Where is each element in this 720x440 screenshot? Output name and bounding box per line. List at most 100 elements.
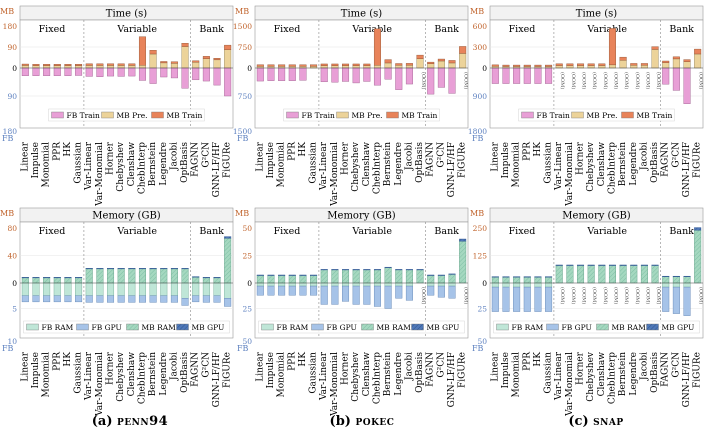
oom-label: (OOM) (698, 72, 705, 89)
bar-mb-pre (43, 65, 51, 69)
bar-mb-train (459, 46, 467, 54)
plot-frame (19, 221, 234, 339)
bar-fb-gpu (384, 285, 392, 309)
bar-mb-gpu (502, 276, 510, 278)
bar-fb-gpu (202, 295, 210, 303)
bar-mb-pre (640, 64, 648, 69)
x-tick-label: FAGNN (426, 352, 436, 387)
x-tick-label: Legendre (629, 142, 639, 186)
y-tick-label-mb-max: 250 (473, 224, 488, 233)
x-tick-label: Clenshaw (362, 142, 372, 187)
bar-mb-ram (555, 265, 563, 284)
bar-fb-gpu (192, 295, 200, 303)
bar-fb-train (363, 67, 371, 82)
bar-mb-ram (352, 269, 360, 284)
bar-mb-pre (427, 63, 435, 69)
bar-mb-gpu (32, 277, 40, 279)
panel-title: Memory (GB) (327, 211, 396, 222)
oom-label: (OOM) (420, 287, 427, 304)
bar-mb-gpu (405, 269, 413, 271)
bar-mb-gpu (128, 268, 136, 270)
legend: FB Train MB Pre. MB Train (283, 108, 440, 122)
bar-mb-gpu (53, 277, 61, 279)
bar-fb-gpu (181, 298, 189, 306)
bar-mb-ram (459, 240, 467, 284)
bar-mb-ram (202, 277, 210, 284)
bar-mb-train (640, 63, 648, 66)
bar-fb-train (342, 67, 350, 82)
bar-mb-gpu (363, 269, 371, 271)
bar-mb-gpu (21, 277, 29, 279)
bar-mb-train (427, 61, 435, 64)
legend-swatch (311, 323, 324, 331)
x-tick-label: PPR (287, 352, 297, 371)
legend-label: MB Train (402, 111, 438, 120)
bar-fb-ram (149, 282, 157, 296)
bar-mb-ram (672, 276, 680, 284)
bar-mb-ram (138, 268, 146, 284)
axis-side-label-fb: FB (237, 134, 249, 143)
legend-label: MB Pre. (352, 111, 383, 120)
x-tick-label: Impulse (31, 352, 41, 388)
bar-fb-ram (352, 282, 360, 287)
x-tick-label: Monomial (512, 142, 522, 188)
bar-fb-train (502, 67, 510, 84)
legend-label: FB Train (537, 111, 571, 120)
x-tick-label: Linear (20, 141, 30, 171)
bar-fb-ram (427, 282, 435, 287)
x-tick-label: Legendre (394, 352, 404, 396)
oom-label: (OOM) (612, 72, 619, 89)
bar-mb-ram (384, 267, 392, 284)
bar-mb-train (630, 63, 638, 66)
bar-fb-train (138, 67, 146, 81)
legend-label: MB RAM (377, 323, 412, 332)
legend-swatch (261, 323, 274, 331)
bar-mb-gpu (630, 264, 638, 266)
x-tick-label: Var-Linear (84, 351, 94, 401)
bar-fb-gpu (437, 285, 445, 298)
x-tick-label: FiGURe (223, 142, 233, 178)
y-tick-label-zero: 0 (12, 64, 17, 73)
bar-fb-ram (299, 282, 307, 287)
group-label-variable: Variable (586, 24, 627, 35)
oom-label: (OOM) (623, 287, 630, 304)
bar-fb-train (491, 67, 499, 84)
legend-label: MB GPU (192, 323, 225, 332)
bar-fb-train (427, 67, 435, 95)
x-tick-label: GNN-LF/HF (212, 352, 222, 407)
bar-mb-pre (75, 65, 83, 69)
x-tick-label: Bernstein (148, 352, 158, 396)
group-label-variable: Variable (351, 24, 392, 35)
bar-fb-ram (53, 282, 61, 296)
x-tick-label: Impulse (501, 352, 511, 388)
bar-mb-gpu (278, 274, 286, 276)
bar-mb-pre (437, 60, 445, 69)
bar-mb-gpu (224, 236, 232, 239)
legend: FB Train MB Pre. MB Train (48, 108, 205, 122)
x-tick-label: GNN-LF/HF (682, 352, 692, 407)
x-tick-label: G²CN (201, 142, 211, 168)
bar-mb-ram (491, 276, 499, 284)
bar-mb-ram (373, 269, 381, 284)
bar-mb-train (416, 54, 424, 59)
legend-label: FB GPU (327, 323, 357, 332)
bar-fb-train (75, 67, 83, 76)
bar-fb-gpu (331, 285, 339, 305)
x-tick-label: PPR (52, 352, 62, 371)
bar-mb-train (278, 64, 286, 67)
chart-panel-memory-snap: Memory (GB) Fixed Variable Bank MB FB 250 125 0 2… (470, 207, 705, 417)
axis-side-label-mb: MB (0, 7, 14, 16)
panel-title: Time (s) (106, 9, 147, 20)
bar-mb-train (608, 28, 616, 66)
legend-swatch (126, 323, 139, 331)
bar-fb-train (534, 67, 542, 84)
bar-mb-train (192, 60, 200, 63)
bar-mb-ram (662, 276, 670, 284)
bar-fb-train (288, 67, 296, 81)
bar-mb-gpu (459, 238, 467, 242)
group-label-fixed: Fixed (274, 226, 301, 237)
x-tick-label: FAGNN (191, 142, 201, 177)
bar-mb-ram (21, 277, 29, 284)
x-tick-label: Bernstein (148, 142, 158, 186)
bar-fb-gpu (299, 285, 307, 296)
